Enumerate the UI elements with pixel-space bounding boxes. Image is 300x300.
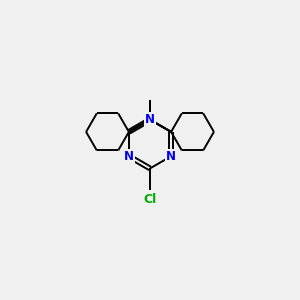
Text: N: N bbox=[145, 113, 155, 126]
Text: N: N bbox=[145, 113, 155, 126]
Text: N: N bbox=[124, 150, 134, 163]
Text: Cl: Cl bbox=[143, 193, 157, 206]
Text: N: N bbox=[145, 113, 155, 126]
Text: N: N bbox=[166, 150, 176, 163]
